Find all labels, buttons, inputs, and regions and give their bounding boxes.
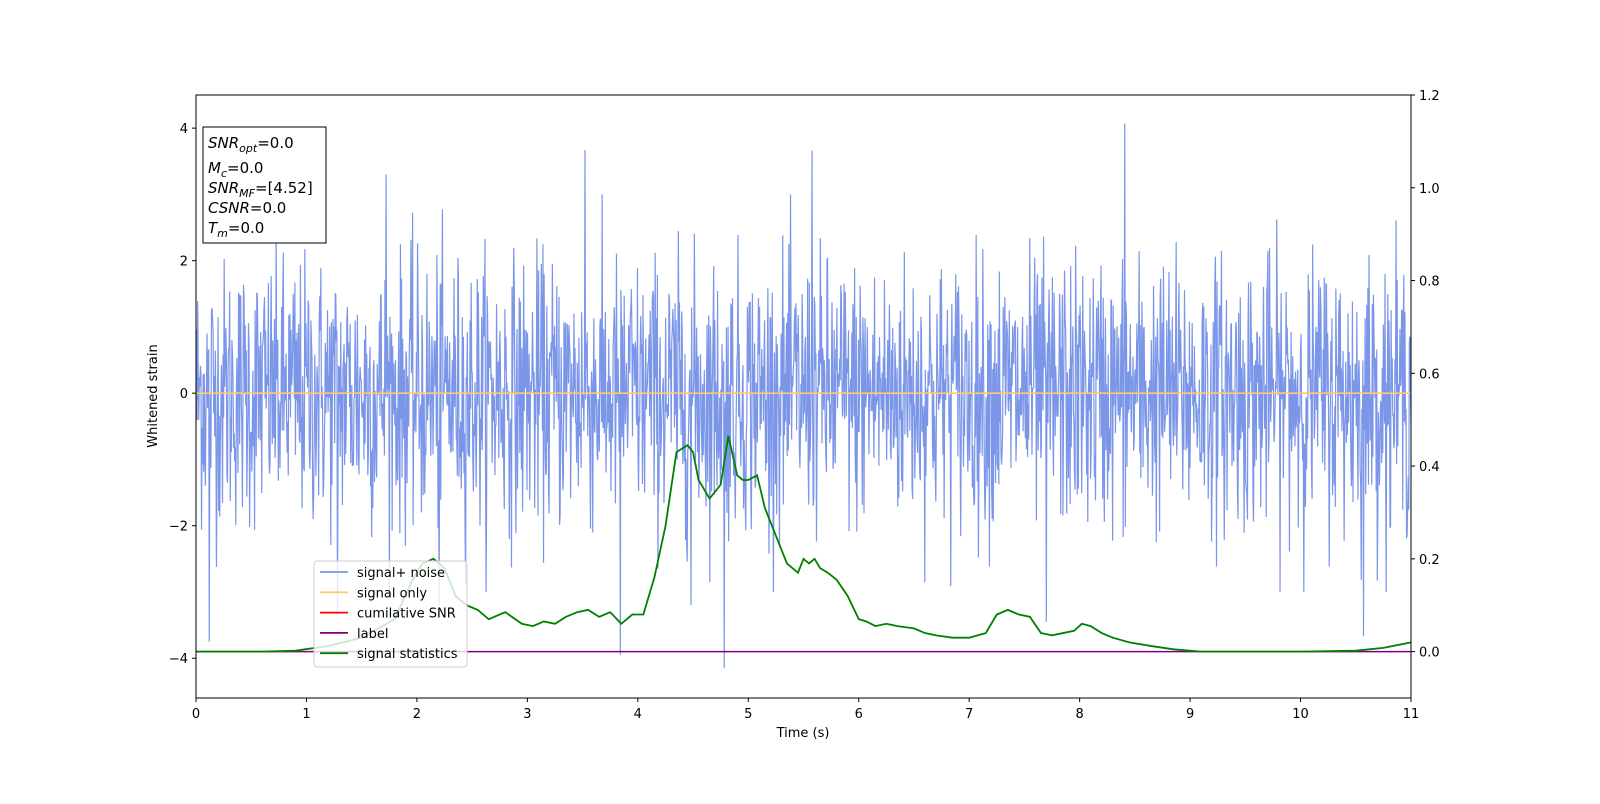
- plot-frame: [195, 94, 1412, 699]
- legend-label: label: [357, 627, 388, 642]
- x-tick-label: 2: [413, 707, 421, 722]
- legend: signal+ noise signal only cumilative SNR la…: [313, 560, 468, 668]
- legend-label: signal statistics: [357, 647, 458, 662]
- x-tick-label: 5: [744, 707, 752, 722]
- x-axis-label: Time (s): [776, 726, 830, 741]
- y-tick-label: −2: [169, 520, 188, 535]
- series-signal-noise: [196, 123, 1411, 669]
- x-tick-label: 9: [1186, 707, 1194, 722]
- annotation-line: SNRMF=[4.52]: [208, 179, 313, 200]
- y-tick-label: −4: [169, 652, 188, 667]
- y2-tick-label: 0.4: [1419, 460, 1440, 475]
- annotation-line: CSNR=0.0: [208, 199, 286, 217]
- x-tick-label: 4: [634, 707, 642, 722]
- annotation-line: Mc=0.0: [208, 159, 263, 180]
- y2-tick-label: 0.2: [1419, 553, 1440, 568]
- y-axis-label: Whitened strain: [146, 344, 161, 447]
- y-tick-label: 2: [180, 255, 188, 270]
- y-tick-label: 4: [180, 122, 188, 137]
- legend-frame: [313, 560, 468, 668]
- noise-series: [196, 123, 1411, 669]
- y-axis-right: 0.0 0.2 0.4 0.6 0.8 1.0 1.2: [1411, 89, 1440, 661]
- y2-tick-label: 0.6: [1419, 367, 1440, 382]
- x-tick-label: 11: [1403, 707, 1420, 722]
- series-signal-statistics: [196, 435, 1411, 653]
- y2-tick-label: 0.0: [1419, 646, 1440, 661]
- y2-tick-label: 0.8: [1419, 275, 1440, 290]
- y2-tick-label: 1.0: [1419, 182, 1440, 197]
- legend-label: signal+ noise: [357, 566, 445, 581]
- x-tick-label: 0: [192, 707, 200, 722]
- annotation-line: Tm=0.0: [208, 219, 264, 240]
- y2-tick-label: 1.2: [1419, 89, 1440, 104]
- legend-label: signal only: [357, 586, 427, 601]
- y-tick-label: 0: [180, 387, 188, 402]
- y-axis-left: −4 −2 0 2 4: [169, 122, 196, 667]
- x-tick-label: 7: [965, 707, 973, 722]
- legend-label: cumilative SNR: [357, 607, 456, 622]
- annotation-frame: [202, 126, 327, 244]
- x-tick-label: 3: [523, 707, 531, 722]
- x-tick-label: 10: [1292, 707, 1309, 722]
- x-axis: 0 1 2 3 4 5 6 7 8 9 10 11: [192, 698, 1419, 722]
- x-tick-label: 1: [302, 707, 310, 722]
- x-tick-label: 8: [1075, 707, 1083, 722]
- annotation-line: SNRopt=0.0: [208, 134, 294, 155]
- x-tick-label: 6: [855, 707, 863, 722]
